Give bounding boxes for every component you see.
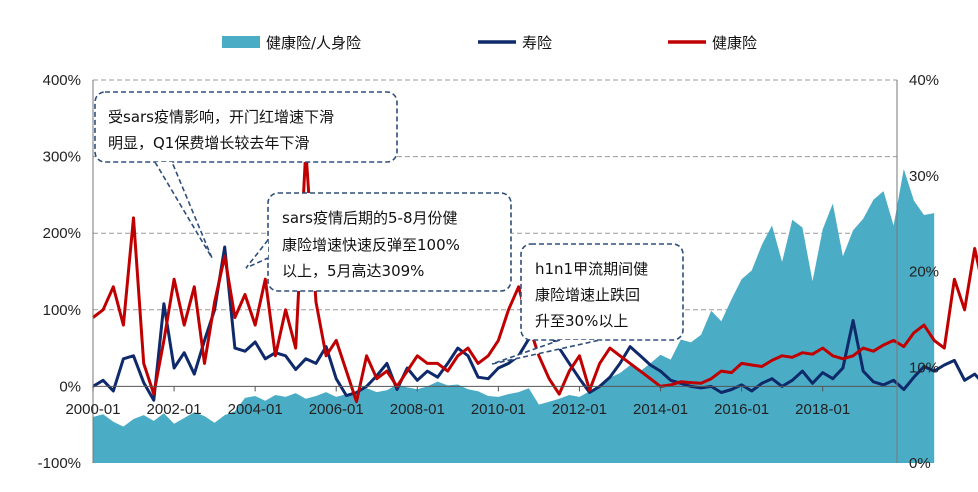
legend: 健康险/人身险 寿险 健康险 — [222, 34, 757, 52]
callout-pointer — [154, 161, 213, 259]
right-tick-label: 30% — [909, 168, 939, 185]
series-line-health — [92, 148, 978, 404]
right-tick-label: 40% — [909, 72, 939, 89]
callout-line: 康险增速快速反弹至100% — [282, 236, 460, 254]
x-tick-label: 2010-01 — [471, 401, 526, 418]
x-tick-label: 2006-01 — [309, 401, 364, 418]
callout-line: 升至30%以上 — [535, 312, 628, 330]
right-tick-label: 10% — [909, 359, 939, 376]
axes: -100% 0% 100% 200% 300% 400% 0% 10% 20% 30% 40% 200… — [38, 72, 939, 472]
area-layer — [93, 169, 935, 463]
series-area-health-ratio — [93, 169, 935, 463]
legend-swatch — [222, 36, 260, 48]
callout-pointer — [245, 239, 269, 269]
x-tick-label: 2000-01 — [65, 401, 120, 418]
x-tick-label: 2014-01 — [633, 401, 688, 418]
line-layer — [92, 148, 978, 404]
callout-line: 受sars疫情影响，开门红增速下滑 — [108, 108, 334, 126]
x-tick-label: 2008-01 — [390, 401, 445, 418]
callout-pointer — [491, 339, 601, 365]
x-tick-label: 2012-01 — [552, 401, 607, 418]
legend-item: 寿险 — [478, 34, 552, 52]
x-tick-label: 2002-01 — [147, 401, 202, 418]
callout-line: 明显，Q1保费增长较去年下滑 — [108, 134, 309, 152]
legend-label: 寿险 — [522, 34, 552, 52]
legend-label: 健康险 — [712, 34, 757, 52]
callout-line: sars疫情后期的5-8月份健 — [282, 209, 458, 227]
callout-line: h1n1甲流期间健 — [535, 260, 648, 278]
callout-line: 康险增速止跌回 — [535, 286, 640, 304]
right-tick-label: 20% — [909, 264, 939, 281]
legend-item: 健康险 — [668, 34, 757, 52]
left-tick-label: 100% — [43, 302, 81, 319]
legend-item: 健康险/人身险 — [222, 34, 361, 52]
x-tick-label: 2016-01 — [714, 401, 769, 418]
series-line-life — [92, 245, 978, 402]
left-tick-label: 200% — [43, 225, 81, 242]
x-tick-label: 2004-01 — [228, 401, 283, 418]
left-tick-label: 400% — [43, 72, 81, 89]
x-tick-label: 2018-01 — [795, 401, 850, 418]
callout-frame — [520, 243, 684, 341]
callout-frame — [94, 91, 398, 163]
left-tick-label: 300% — [43, 149, 81, 166]
right-tick-label: 0% — [909, 455, 931, 472]
callouts: 受sars疫情影响，开门红增速下滑明显，Q1保费增长较去年下滑sars疫情后期的… — [94, 91, 684, 365]
left-tick-label: -100% — [38, 455, 81, 472]
left-tick-label: 0% — [59, 378, 81, 395]
legend-label: 健康险/人身险 — [266, 34, 361, 52]
callout-line: 以上，5月高达309% — [282, 262, 424, 280]
